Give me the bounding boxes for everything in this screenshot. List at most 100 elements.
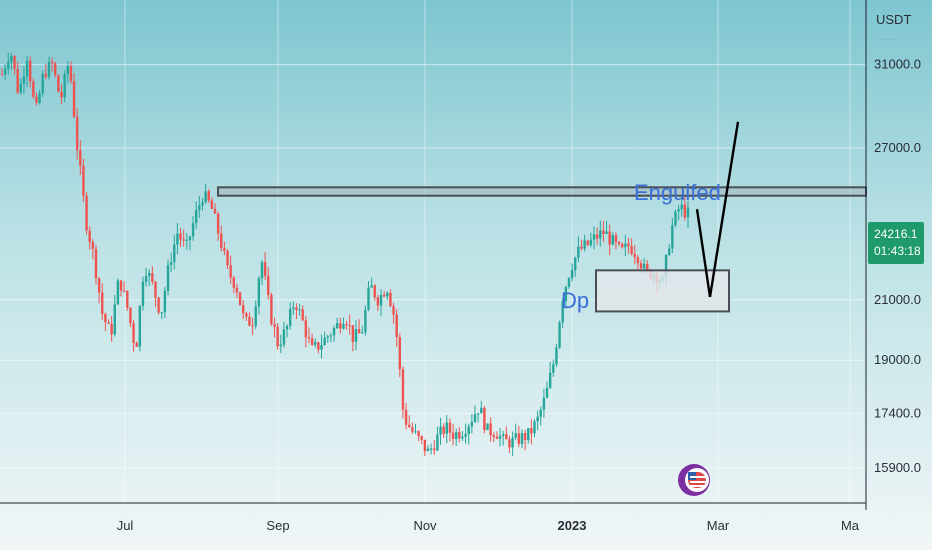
candle-body [169,262,173,266]
candle-body [245,313,248,317]
candle-body [555,347,558,365]
candle-body [511,437,514,448]
candle-body [536,416,539,422]
candle-body [599,230,602,239]
candle-body [589,239,593,245]
candle-body [395,314,398,337]
candle-body [339,323,342,329]
flag-logo-icon[interactable] [676,462,712,498]
candle-body [160,312,163,314]
candle-body [617,242,621,244]
candle-body [282,329,286,345]
candle-body [473,414,477,422]
candle-body [436,434,439,451]
projection-lines [695,121,740,298]
candle-body [288,308,292,326]
candle-body [501,434,505,436]
candle-body [38,93,41,103]
candle-body [505,434,508,440]
candle-body [361,332,364,334]
candle-body [570,270,574,279]
candle-body [605,231,608,235]
candle-body [176,233,179,245]
candle-body [63,74,66,98]
candle-body [60,91,63,98]
candle-body [404,409,408,425]
candle-body [498,435,502,439]
candle-body [97,278,101,293]
candle-body [126,290,129,308]
candle-body [267,275,270,296]
candle-body [35,96,38,103]
candle-body [602,230,605,235]
candle-body [455,432,458,439]
candle-body [564,286,568,302]
candle-body [627,243,630,247]
candle-body [542,397,546,410]
candle-body [3,68,7,75]
candle-body [285,325,289,330]
candle-body [91,242,95,249]
candle-body [646,263,649,271]
candle-body [483,407,486,430]
candle-body [495,436,499,439]
candle-body [442,426,445,434]
candle-body [451,432,455,439]
candle-body [148,273,151,276]
candle-body [107,322,110,324]
candle-body [398,336,402,370]
candle-body [220,233,223,249]
candle-body [476,413,480,415]
candle-body [226,250,229,266]
candle-body [354,329,358,342]
candle-body [370,285,373,288]
candle-body [379,294,383,306]
candle-body [201,202,204,206]
candle-body [295,307,298,311]
candle-body [85,195,88,231]
candle-body [464,434,467,437]
candle-body [348,325,351,327]
candle-body [10,55,13,62]
candle-body [314,342,317,345]
candle-body [329,335,333,337]
price-axis: 31000.0 27000.0 21000.0 19000.0 17400.0 15900… [874,57,921,475]
candle-body [345,324,348,326]
resistance-zone[interactable] [217,186,867,197]
candle-body [414,431,417,433]
candle-body [207,191,210,201]
candle-body [179,233,182,240]
candle-body [119,280,123,291]
candle-body [41,73,44,94]
candle-body [401,369,405,410]
candle-body [548,372,552,388]
candle-body [301,309,304,321]
candle-body [216,213,220,234]
candle-body [94,248,98,279]
candle-body [671,225,674,249]
candle-body [420,436,423,440]
candle-body [630,246,633,254]
candle-body [686,207,690,218]
candle-body [69,66,73,82]
candle-body [248,316,251,326]
candle-body [439,426,442,435]
candle-body [241,305,245,314]
candle-body [552,364,555,373]
candle-body [376,297,380,306]
candle-body [580,246,583,249]
candle-body [138,305,142,347]
candle-body [129,307,132,324]
price-tick-label: 31000.0 [874,57,921,72]
candle-body [116,280,120,305]
candle-body [75,116,79,151]
candle-body [310,338,314,345]
candle-body [433,448,436,451]
candle-body [28,60,32,82]
candle-body [191,223,195,237]
time-tick-label: Sep [266,518,289,533]
candle-body [22,76,26,84]
candle-body [238,292,242,306]
candle-body [298,309,301,311]
candle-body [448,422,452,433]
